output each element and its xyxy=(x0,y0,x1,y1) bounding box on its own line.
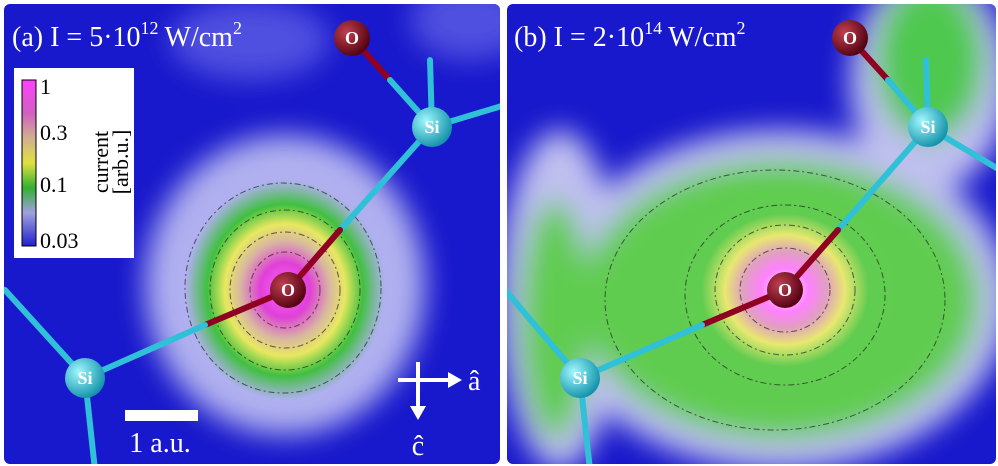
scale-bar xyxy=(125,410,198,421)
atom-label: Si xyxy=(572,368,587,388)
atom-label: Si xyxy=(920,117,935,137)
colorbar-tick: 0.3 xyxy=(40,120,68,145)
title-unit-exponent: 2 xyxy=(233,18,242,38)
atom-label: O xyxy=(843,28,857,48)
atom-label: Si xyxy=(77,368,92,388)
atom-label: Si xyxy=(424,117,439,137)
panel-b: O Si O Si (b) I = 2·1014 W/cm2 xyxy=(507,4,996,464)
atom-label: O xyxy=(345,28,359,48)
title-unit: W/cm xyxy=(165,22,234,53)
colorbar xyxy=(21,79,37,247)
colorbar-tick: 1 xyxy=(40,74,51,99)
axis-label: ĉ xyxy=(412,431,424,462)
title-exponent: 14 xyxy=(644,18,662,38)
atom-label: O xyxy=(778,280,792,300)
axis-label: â xyxy=(468,366,481,397)
title-text: (a) I = 5·10 xyxy=(12,22,141,53)
scale-bar-label: 1 a.u. xyxy=(129,428,190,459)
colorbar-title: current xyxy=(88,131,113,193)
colorbar-tick: 0.03 xyxy=(40,228,79,253)
title-unit-exponent: 2 xyxy=(737,18,746,38)
panel-title: (b) I = 2·1014 W/cm2 xyxy=(514,18,746,53)
atom-label: O xyxy=(281,280,295,300)
panel-a: O Si O Si (a) I = 5·1012 W/cm2 1 0.3 0.1 … xyxy=(4,4,500,464)
panel-title: (a) I = 5·1012 W/cm2 xyxy=(12,18,242,53)
title-exponent: 12 xyxy=(141,18,159,38)
title-text: (b) I = 2·10 xyxy=(514,22,644,53)
colorbar-tick: 0.1 xyxy=(40,172,68,197)
colorbar-unit: [arb.u.] xyxy=(108,130,133,195)
title-unit: W/cm xyxy=(668,22,737,53)
axis-arrows xyxy=(398,362,462,420)
